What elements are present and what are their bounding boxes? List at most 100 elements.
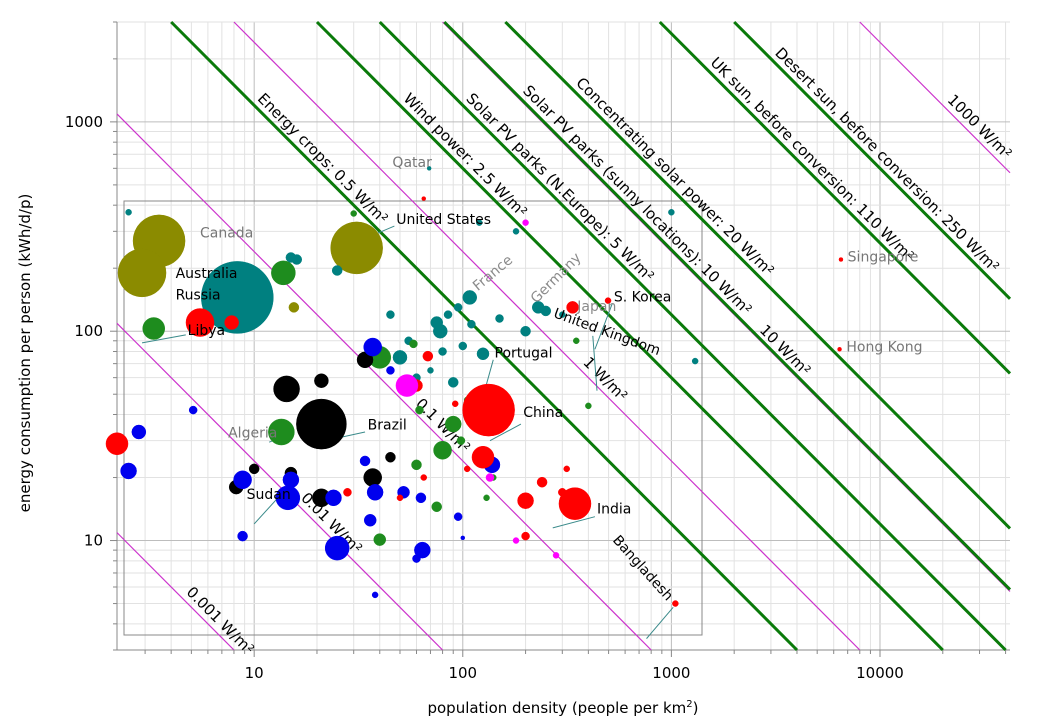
green-power-line [378, 20, 1007, 652]
data-point [521, 531, 530, 541]
y-tick-label: 1000 [65, 113, 103, 131]
data-point [314, 373, 329, 388]
country-label: Hong Kong [846, 339, 922, 355]
data-point [453, 303, 463, 312]
country-label: Russia [176, 287, 221, 303]
data-point [438, 347, 447, 356]
data-point [558, 488, 567, 497]
data-point [395, 374, 419, 397]
data-point [456, 436, 466, 445]
data-point [224, 315, 239, 330]
data-point [268, 418, 295, 446]
green-power-line [658, 20, 1012, 375]
data-point [125, 209, 132, 216]
y-tick-label: 100 [74, 322, 103, 340]
data-point [495, 314, 504, 323]
data-point [396, 494, 404, 502]
magenta-power-line [116, 532, 235, 651]
data-point [458, 341, 468, 351]
data-point [248, 463, 260, 475]
data-point [433, 323, 448, 339]
data-point [324, 535, 350, 561]
tick-labels: 10 100 1000 10000 10 100 1000 [65, 113, 904, 682]
x-tick-label: 10000 [856, 664, 904, 682]
data-point [467, 319, 476, 329]
country-label: Germany [528, 250, 585, 307]
data-point [463, 465, 471, 473]
data-point [131, 424, 147, 440]
magenta-power-line [116, 322, 443, 651]
country-label: Algeria [228, 426, 277, 442]
data-point [451, 400, 459, 408]
data-point [483, 494, 490, 502]
data-point [271, 260, 296, 286]
data-point [573, 337, 580, 345]
data-point [363, 337, 382, 357]
data-point [414, 541, 431, 559]
power-density-lines [116, 20, 1012, 652]
data-point [363, 514, 377, 527]
data-point [105, 432, 129, 455]
data-point [431, 501, 442, 513]
data-point [411, 459, 422, 471]
magenta-power-line [233, 21, 861, 651]
x-tick-label: 10 [245, 664, 264, 682]
power-line-label: 1 W/m² [580, 353, 631, 405]
leader-line [253, 497, 279, 525]
data-point [386, 366, 395, 375]
data-point [421, 196, 427, 201]
x-tick-label: 100 [448, 664, 477, 682]
data-point [552, 552, 560, 559]
leader-line [646, 606, 674, 639]
data-point [522, 219, 529, 226]
data-point [566, 301, 579, 314]
data-point [285, 252, 297, 263]
data-point [237, 530, 248, 542]
data-point [485, 473, 495, 482]
green-power-line [443, 20, 1012, 591]
country-label: Bangladesh [609, 533, 676, 605]
data-point [563, 465, 570, 473]
data-point [512, 537, 520, 544]
data-point [350, 210, 357, 217]
green-power-line [170, 20, 799, 652]
x-axis-label-sup: 2 [686, 699, 692, 710]
data-point [476, 347, 490, 361]
data-point [460, 535, 466, 541]
power-line-label: Energy crops: 0.5 W/m² [254, 90, 392, 228]
data-point [426, 166, 432, 171]
data-point [531, 301, 545, 314]
data-point [512, 228, 520, 235]
country-label: Sudan [247, 487, 291, 503]
country-label: S. Korea [614, 289, 671, 305]
data-point [363, 468, 382, 487]
data-point [427, 367, 434, 374]
leader-line [594, 303, 613, 350]
data-point [385, 451, 396, 463]
data-point [433, 440, 452, 460]
y-axis-label: energy consumption per person (kWh/d/p) [16, 194, 34, 513]
data-point [142, 317, 165, 340]
data-point [185, 308, 215, 337]
data-point [453, 512, 463, 521]
x-tick-label: 1000 [652, 664, 690, 682]
country-label: Singapore [848, 250, 919, 266]
country-label: China [523, 405, 563, 421]
x-axis-label-end: ) [693, 699, 699, 717]
country-label: Japan [576, 299, 616, 315]
data-point [415, 492, 427, 504]
data-point [517, 492, 534, 509]
data-point [392, 350, 408, 365]
data-point [282, 471, 300, 489]
country-label: Canada [200, 226, 253, 242]
data-point [343, 488, 352, 497]
data-point [233, 470, 252, 490]
magenta-power-line [116, 113, 652, 651]
x-axis-label-main: population density (people per km [427, 699, 686, 717]
country-label: Portugal [495, 345, 553, 361]
leader-line [489, 423, 522, 442]
data-point [366, 484, 384, 501]
country-label: Australia [176, 266, 238, 282]
